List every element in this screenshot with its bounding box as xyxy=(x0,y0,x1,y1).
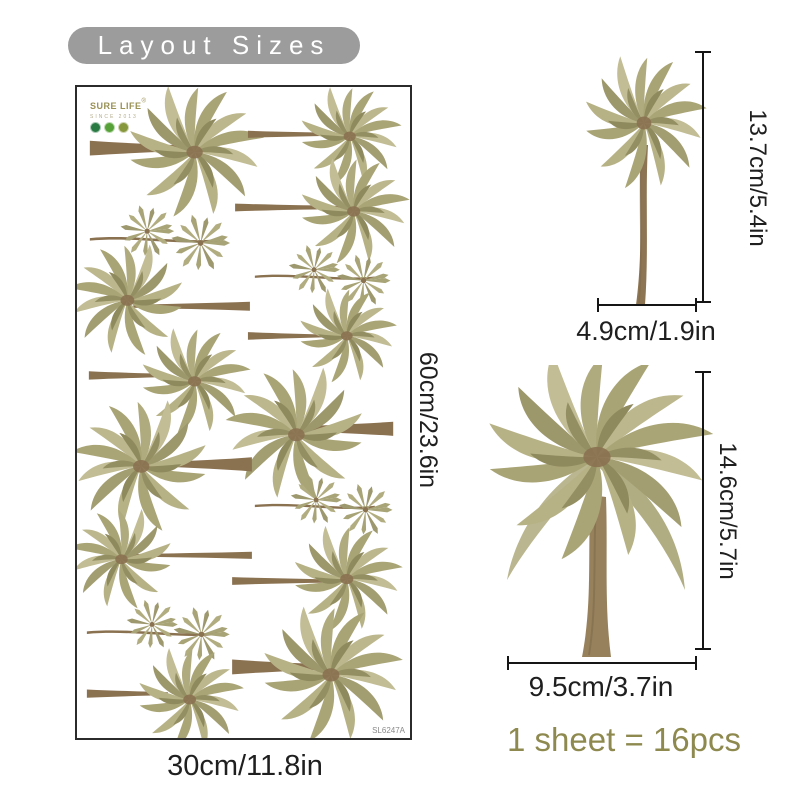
sticker-sheet: SURE LIFE® SINCE 2013 xyxy=(75,85,412,740)
palm-stickers-artwork xyxy=(77,87,410,738)
large-palm-height-label: 14.6cm/5.7in xyxy=(714,442,741,580)
brand-cert-icons xyxy=(90,122,146,134)
palm-sticker xyxy=(77,399,252,534)
sheet-height-label: 60cm/23.6in xyxy=(414,351,443,489)
palm-sticker xyxy=(235,157,410,266)
layout-sizes-badge: Layout Sizes xyxy=(68,27,360,64)
small-palm-height-label: 13.7cm/5.4in xyxy=(744,109,771,247)
layout-sizes-label: Layout Sizes xyxy=(97,30,331,60)
sheet-piece-count-label: 1 sheet = 16pcs xyxy=(507,721,741,758)
palm-sticker xyxy=(77,508,252,611)
large-palm-illustration xyxy=(485,365,715,657)
palm-frond-pair-sticker xyxy=(86,599,230,661)
brand-since-label: SINCE 2013 xyxy=(90,113,138,120)
large-palm-width-label: 9.5cm/3.7in xyxy=(528,671,674,702)
palm-sticker xyxy=(86,647,244,738)
palm-sticker xyxy=(232,605,403,738)
brand-name: SURE LIFE xyxy=(90,101,142,111)
large-palm-width-dimension-line xyxy=(507,656,697,670)
large-palm-height-dimension-line xyxy=(695,371,711,650)
palm-sticker xyxy=(247,87,402,186)
cert-icon xyxy=(104,122,115,134)
registered-mark: ® xyxy=(141,98,146,105)
sheet-sku-code: SL6247A xyxy=(372,726,405,735)
small-palm-illustration xyxy=(575,45,710,305)
palm-sticker xyxy=(232,524,403,633)
palm-sticker xyxy=(77,243,250,357)
small-palm-height-dimension-line xyxy=(695,51,711,303)
cert-icon xyxy=(90,122,101,134)
cert-icon xyxy=(118,122,129,134)
sheet-width-label: 30cm/11.8in xyxy=(167,749,323,782)
brand-logo: SURE LIFE® SINCE 2013 xyxy=(90,96,146,134)
small-palm-width-label: 4.9cm/1.9in xyxy=(576,315,716,346)
small-palm-width-dimension-line xyxy=(597,298,697,312)
